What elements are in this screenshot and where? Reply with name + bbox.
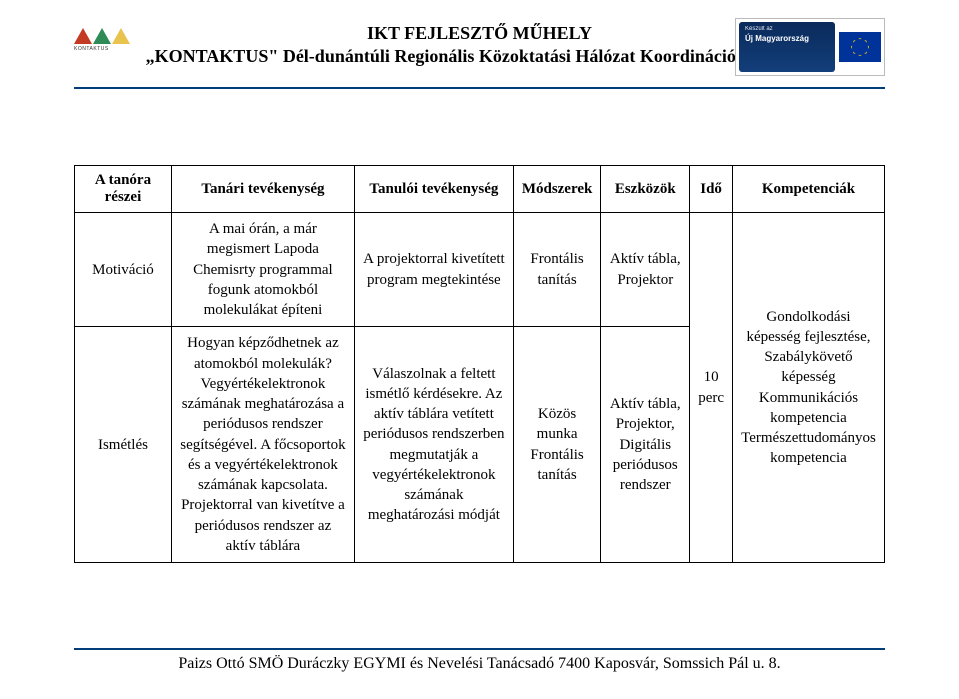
badge-right: Készült az Új Magyarország [735,18,885,76]
cell-method: Frontális tanítás [513,213,601,327]
th-ido: Idő [690,166,733,213]
lesson-plan-table: A tanóra részei Tanári tevékenység Tanul… [74,165,885,563]
cell-tools: Aktív tábla, Projektor [601,213,690,327]
th-modszerek: Módszerek [513,166,601,213]
cell-section: Motiváció [75,213,172,327]
table-header-row: A tanóra részei Tanári tevékenység Tanul… [75,166,885,213]
badge-small: Készült az [745,26,829,33]
th-tanuloi: Tanulói tevékenység [354,166,513,213]
cell-competencies: Gondolkodási képesség fejlesztése, Szabá… [733,213,885,563]
cell-method: Közös munka Frontális tanítás [513,327,601,563]
footer-text: Paizs Ottó SMÖ Duráczky EGYMI és Nevelés… [0,655,959,673]
header-rule-top [74,87,885,89]
cell-teacher: A mai órán, a már megismert Lapoda Chemi… [171,213,354,327]
cell-tools: Aktív tábla, Projektor, Digitális periód… [601,327,690,563]
th-kompetenciak: Kompetenciák [733,166,885,213]
eu-flag-icon [839,32,881,62]
th-tanari: Tanári tevékenység [171,166,354,213]
th-eszkozok: Eszközök [601,166,690,213]
cell-section: Ismétlés [75,327,172,563]
cell-time: 10 perc [690,213,733,563]
cell-student: A projektorral kivetített program megtek… [354,213,513,327]
cell-teacher: Hogyan képződhetnek az atomokból molekul… [171,327,354,563]
badge-big: Új Magyarország [745,35,829,44]
table-row: Motiváció A mai órán, a már megismert La… [75,213,885,327]
header-rule-bottom [74,648,885,650]
cell-student: Válaszolnak a feltett ismétlő kérdésekre… [354,327,513,563]
th-reszei: A tanóra részei [75,166,172,213]
